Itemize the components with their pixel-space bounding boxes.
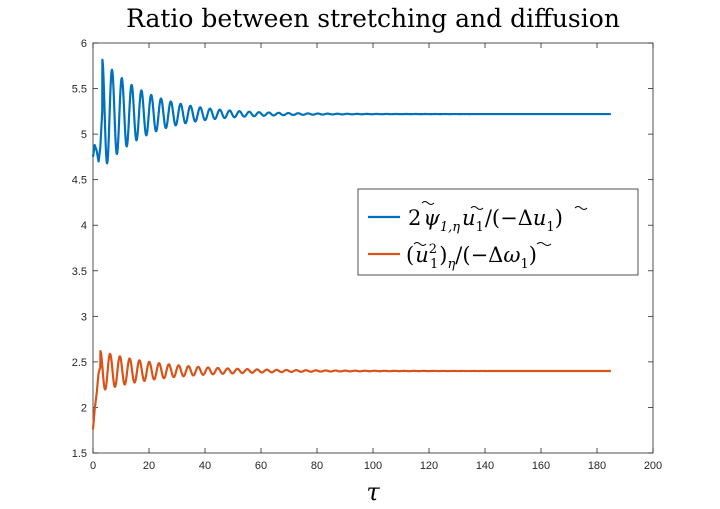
legend-label-series-2: (u2 1)η/(−Δω1) (406, 242, 537, 272)
series-line-1 (91, 58, 612, 165)
x-tick-label-1: 20 (143, 460, 155, 472)
x-tick-label-5: 100 (364, 460, 382, 472)
y-tick-label-3: 3 (81, 311, 87, 323)
y-tick-label-1: 2 (81, 402, 87, 414)
legend-label-series-1: 2ψ1,ηu1/(−Δu1) (408, 206, 563, 235)
legend-box (357, 188, 639, 276)
y-tick-label-6: 4.5 (72, 175, 87, 187)
legend-tilde-u-2 (574, 206, 588, 210)
y-tick-label-4: 3.5 (72, 266, 87, 278)
x-tick-label-0: 0 (90, 460, 96, 472)
x-tick-label-4: 80 (311, 460, 323, 472)
legend-tilde-psi (421, 201, 435, 205)
y-axis: 1.5 2 2.5 3 3.5 4 4.5 5 5.5 6 (72, 38, 653, 460)
series-layer (91, 58, 612, 430)
y-tick-label-5: 4 (81, 220, 87, 232)
y-tick-label-9: 6 (81, 38, 87, 50)
x-tick-label-10: 200 (644, 460, 662, 472)
x-axis: 0 20 40 60 80 100 120 140 160 180 200 (90, 43, 662, 472)
chart-title: Ratio between stretching and diffusion (126, 4, 620, 33)
x-tick-label-8: 160 (532, 460, 550, 472)
x-tick-label-9: 180 (588, 460, 606, 472)
x-tick-label-6: 120 (420, 460, 438, 472)
y-tick-label-2: 2.5 (72, 357, 87, 369)
y-tick-label-0: 1.5 (72, 448, 87, 460)
legend-tilde-u-1 (470, 206, 484, 210)
x-tick-label-3: 60 (255, 460, 267, 472)
series-line-2 (91, 349, 612, 430)
y-tick-label-7: 5 (81, 129, 87, 141)
x-tick-label-7: 140 (476, 460, 494, 472)
legend-tilde-u-3 (413, 242, 427, 246)
x-axis-label: τ (366, 478, 380, 506)
legend: 2ψ1,ηu1/(−Δu1) (u2 1)η/(−Δω1) (357, 188, 639, 276)
x-tick-label-2: 40 (199, 460, 211, 472)
y-tick-label-8: 5.5 (72, 84, 87, 96)
legend-tilde-omega (536, 242, 552, 246)
